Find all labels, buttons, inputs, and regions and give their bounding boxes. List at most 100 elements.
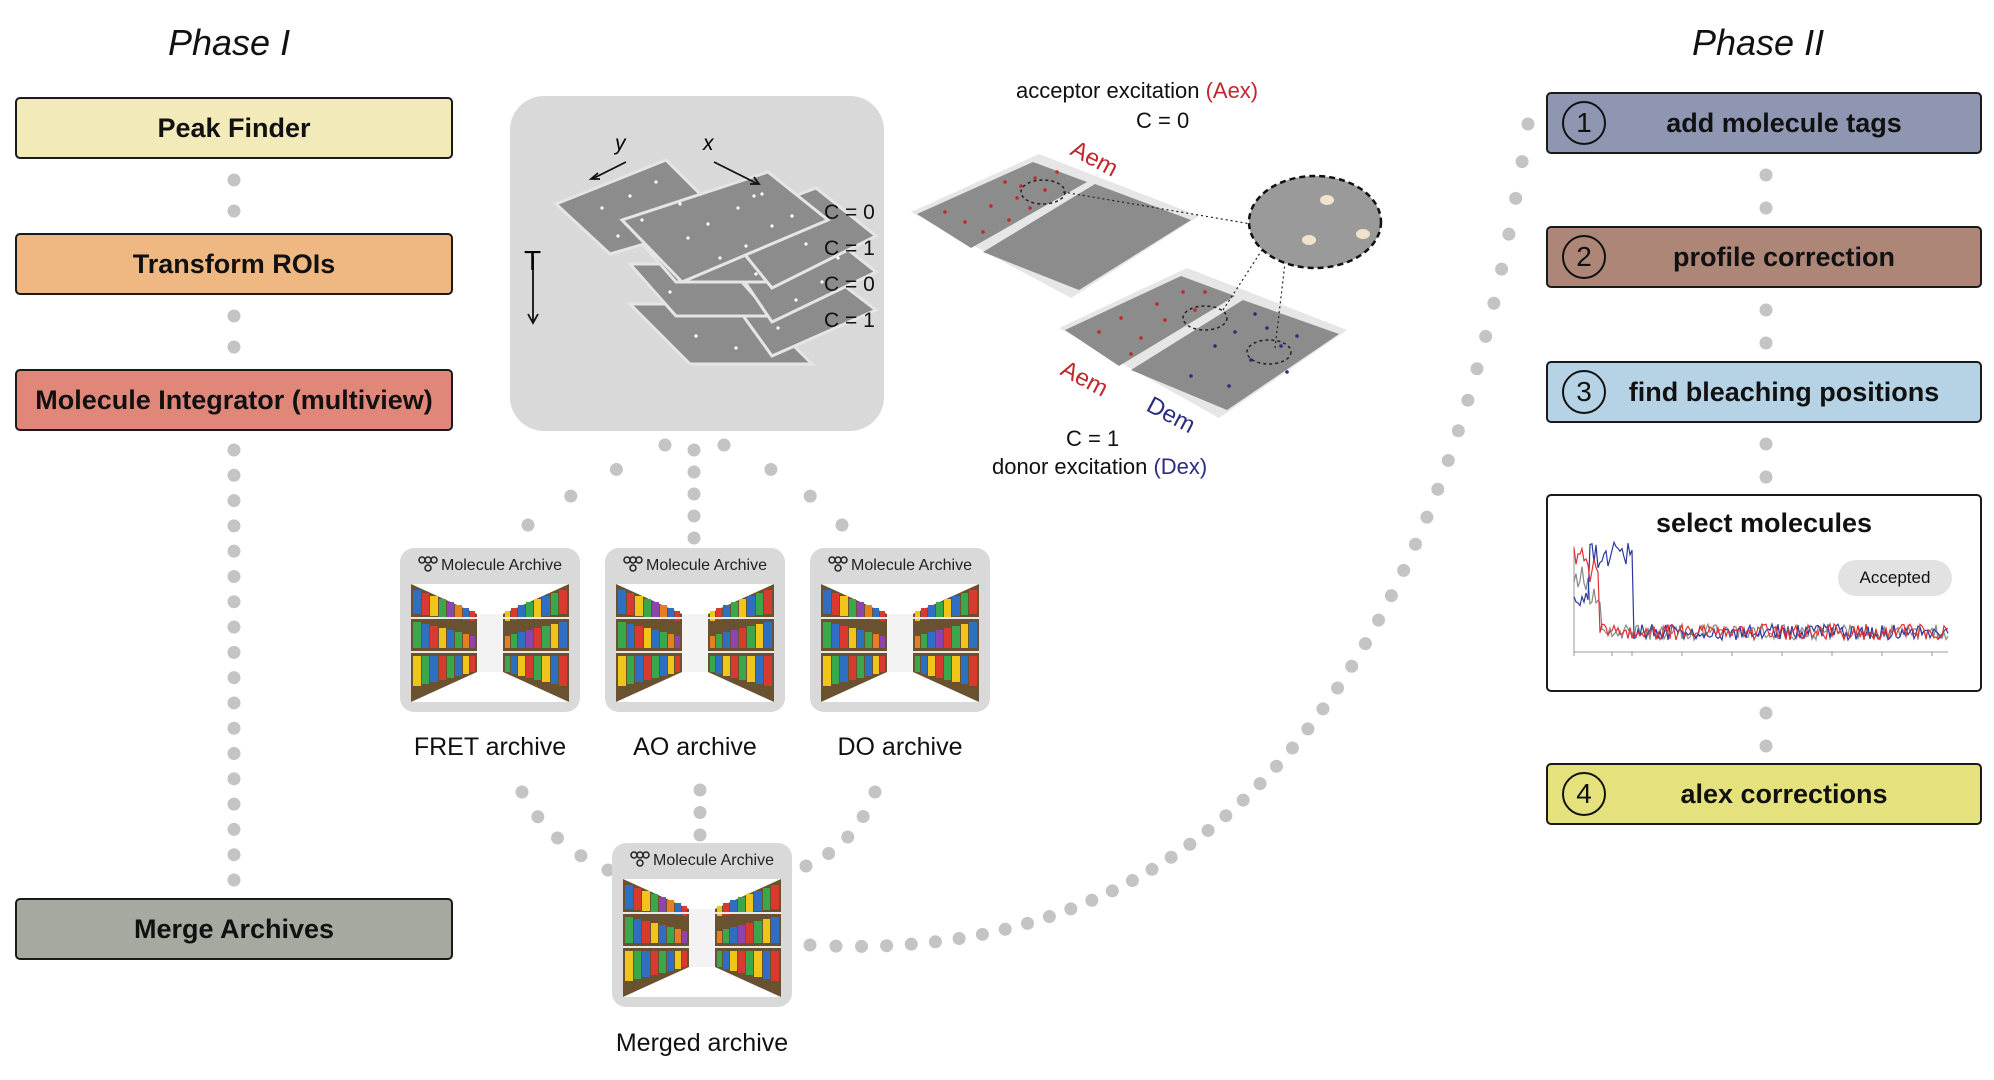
fret-archive-caption: FRET archive — [413, 733, 567, 761]
connector-dot — [717, 438, 731, 452]
connector-dot — [880, 939, 894, 953]
connector-dot — [1269, 759, 1283, 773]
stack-c-label-1: C = 0 — [824, 201, 875, 224]
connector-dot — [693, 806, 707, 819]
accepted-badge[interactable]: Accepted — [1838, 560, 1952, 596]
fret-archive-card[interactable]: Molecule Archive — [400, 548, 580, 712]
connector-dot — [1441, 453, 1455, 467]
dex-c-label: C = 1 — [1066, 426, 1120, 451]
connector-dot — [227, 721, 241, 735]
connector-dot — [227, 873, 241, 887]
connector-dot — [227, 204, 241, 218]
connector-dot — [803, 489, 817, 503]
select-molecules-title: select molecules — [1655, 508, 1873, 538]
find-bleaching-positions-step[interactable]: 3 find bleaching positions — [1546, 361, 1982, 423]
shelves-image — [616, 584, 774, 702]
molecule-archive-icon — [630, 851, 650, 867]
stack-c-label-3: C = 0 — [824, 273, 875, 296]
connector-dot — [227, 309, 241, 323]
aex-c-label: C = 0 — [1136, 108, 1190, 133]
add-molecule-tags-step[interactable]: 1 add molecule tags — [1546, 92, 1982, 154]
connector-dot — [1285, 741, 1299, 755]
connector-dot — [952, 931, 966, 945]
connector-dot — [687, 465, 701, 479]
connector-dot — [1219, 809, 1233, 823]
connector-dot — [1759, 739, 1773, 753]
connector-dot — [1759, 470, 1773, 484]
connector-dot — [822, 847, 836, 860]
image-stack-panel: y x T — [510, 96, 884, 431]
add-molecule-tags-label: add molecule tags — [1666, 107, 1902, 138]
connector-dot — [1461, 393, 1475, 407]
connector-dot — [1125, 874, 1139, 888]
axis-x-label: x — [702, 132, 715, 155]
connector-dot — [687, 531, 701, 545]
molecule-integrator-step[interactable]: Molecule Integrator (multiview) — [15, 369, 453, 431]
transform-rois-label: Transform ROIs — [132, 248, 336, 279]
transform-rois-step[interactable]: Transform ROIs — [15, 233, 453, 295]
archive-header: Molecule Archive — [400, 556, 580, 575]
connector-dot — [1145, 862, 1159, 876]
connector-dot — [693, 828, 707, 842]
connector-dot — [227, 468, 241, 482]
connector-dot — [227, 443, 241, 457]
connector-dot — [227, 671, 241, 685]
connector-dot — [1451, 424, 1465, 438]
connector-dot — [1515, 155, 1529, 169]
connector-dot — [1470, 362, 1484, 376]
connector-dot — [1331, 681, 1345, 695]
connector-dot — [1759, 706, 1773, 720]
step-number-1: 1 — [1562, 101, 1606, 145]
connector-dot — [803, 938, 817, 952]
merged-archive-card[interactable]: Molecule Archive — [612, 843, 792, 1007]
connector-dot — [1164, 850, 1178, 864]
connector-dot — [1201, 823, 1215, 837]
phase-1-title: Phase I — [168, 22, 291, 63]
merge-archives-step[interactable]: Merge Archives — [15, 898, 453, 960]
emission-views: Aem Aem Dem — [911, 135, 1383, 439]
stack-spots — [600, 180, 840, 350]
axis-y-label: y — [613, 132, 627, 155]
archive-header: Molecule Archive — [612, 851, 792, 870]
connector-dot — [1759, 201, 1773, 215]
molecule-archive-icon — [418, 556, 438, 572]
molecule-integrator-label: Molecule Integrator (multiview) — [35, 384, 433, 415]
connector-dot — [227, 340, 241, 354]
ao-archive-card[interactable]: Molecule Archive — [605, 548, 785, 712]
connector-dot — [1384, 589, 1398, 603]
connector-dot — [1509, 191, 1523, 205]
connector-dot — [227, 822, 241, 836]
step-number-2: 2 — [1562, 235, 1606, 279]
alex-corrections-step[interactable]: 4 alex corrections — [1546, 763, 1982, 825]
donor-excitation-title: donor excitation (Dex) — [992, 454, 1208, 479]
connector-dot — [227, 747, 241, 761]
connector-dot — [521, 518, 535, 532]
profile-correction-label: profile correction — [1672, 241, 1896, 272]
archive-header: Molecule Archive — [810, 556, 990, 575]
merged-archive-caption: Merged archive — [615, 1029, 789, 1057]
connector-dot — [1064, 902, 1078, 916]
peak-finder-step[interactable]: Peak Finder — [15, 97, 453, 159]
connector-dot — [1372, 613, 1386, 627]
connector-dot — [1042, 910, 1056, 924]
connector-dot — [551, 831, 564, 845]
connector-dot — [835, 518, 849, 532]
connector-dot — [1759, 168, 1773, 182]
connector-dot — [764, 462, 778, 476]
select-molecules-panel[interactable]: select molecules Accepted — [1546, 494, 1982, 692]
connector-dot — [868, 785, 882, 799]
profile-correction-step[interactable]: 2 profile correction — [1546, 226, 1982, 288]
connector-dot — [1431, 482, 1445, 496]
connector-dot — [1487, 296, 1501, 310]
do-archive-card[interactable]: Molecule Archive — [810, 548, 990, 712]
connector-dot — [928, 935, 942, 949]
stack-c-label-4: C = 1 — [824, 309, 875, 332]
merge-archives-label: Merge Archives — [133, 913, 335, 944]
connector-dot — [1358, 637, 1372, 651]
connector-dot — [829, 939, 843, 953]
step-number-4: 4 — [1562, 772, 1606, 816]
connector-dot — [1759, 437, 1773, 451]
connector-dot — [227, 173, 241, 187]
find-bleaching-positions-label: find bleaching positions — [1628, 376, 1940, 407]
